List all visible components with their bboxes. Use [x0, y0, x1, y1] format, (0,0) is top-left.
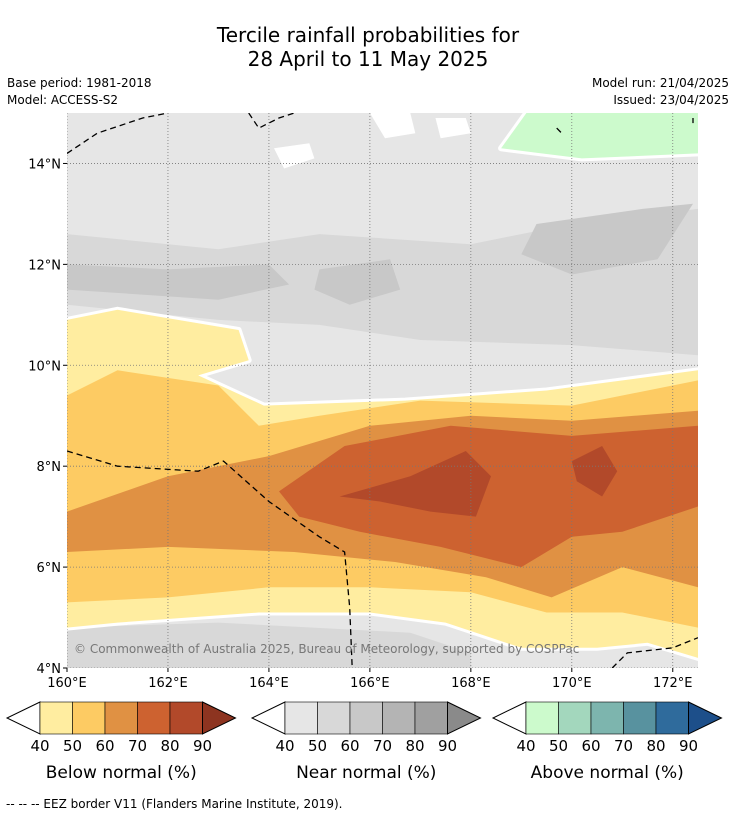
colorbar-1-swatch-0	[284, 701, 318, 735]
colorbar-1-tick-50: 50	[308, 737, 327, 755]
colorbar-0-label: Below normal (%)	[46, 763, 197, 783]
colorbar-1-tick-80: 80	[405, 737, 424, 755]
colorbar-0: 40 50 60 70 80 90 Below normal (%)	[5, 701, 237, 783]
no-dominant-patch-0	[274, 143, 315, 169]
colorbar-1-label: Near normal (%)	[296, 763, 436, 783]
colorbar-1-swatch-2	[349, 701, 383, 735]
colorbar-2-swatch-2	[590, 701, 624, 735]
colorbar-1-high-extend	[447, 701, 482, 735]
colorbar-0-swatch-4	[169, 701, 203, 735]
colorbar-1-tick-40: 40	[275, 737, 294, 755]
y-tick-label-12: 12°N	[28, 258, 61, 273]
region-below-80-12	[571, 446, 618, 497]
colorbar-2-tick-80: 80	[646, 737, 665, 755]
colorbar-0-swatch-2	[104, 701, 138, 735]
model-label: Model: ACCESS-S2	[7, 93, 119, 107]
colorbar-0-tick-60: 60	[95, 737, 114, 755]
eez-border-0	[67, 113, 169, 154]
copyright-notice: © Commonwealth of Australia 2025, Bureau…	[74, 642, 579, 656]
colorbar-0-tick-80: 80	[160, 737, 179, 755]
x-tick-label-164: 164°E	[249, 676, 289, 691]
y-tick-label-4: 4°N	[37, 662, 62, 677]
region-near-60-2	[67, 264, 290, 300]
eez-border-4	[556, 127, 563, 134]
x-tick-label-160: 160°E	[47, 676, 87, 691]
colorbar-2-swatch-1	[558, 701, 592, 735]
x-tick-label-172: 172°E	[653, 676, 693, 691]
eez-border-2	[67, 450, 353, 668]
no-dominant-patch-1	[369, 113, 416, 139]
colorbar-0-tick-40: 40	[30, 737, 49, 755]
colorbar-2-tick-60: 60	[581, 737, 600, 755]
x-tick-label-170: 170°E	[552, 676, 592, 691]
colorbar-2-high-extend	[688, 701, 723, 735]
colorbar-2-tick-90: 90	[679, 737, 698, 755]
x-tick-label-166: 166°E	[350, 676, 390, 691]
colorbar-0-swatch-1	[72, 701, 106, 735]
eez-footnote: -- -- -- EEZ border V11 (Flanders Marine…	[6, 797, 343, 811]
colorbar-2-swatch-0	[525, 701, 559, 735]
colorbar-2-tick-40: 40	[516, 737, 535, 755]
colorbar-2-swatch-4	[655, 701, 689, 735]
colorbar-0-low-extend	[5, 701, 41, 735]
issued-label: Issued: 23/04/2025	[613, 93, 729, 107]
colorbar-2-swatch-3	[623, 701, 657, 735]
region-near-60-3	[314, 259, 401, 305]
colorbar-0-swatch-3	[137, 701, 171, 735]
colorbar-1-tick-70: 70	[373, 737, 392, 755]
chart-title-line1: Tercile rainfall probabilities for	[216, 23, 520, 47]
chart-title-line2: 28 April to 11 May 2025	[247, 47, 489, 71]
y-tick-label-10: 10°N	[28, 359, 61, 374]
colorbar-2: 40 50 60 70 80 90 Above normal (%)	[491, 701, 723, 783]
colorbar-1-swatch-4	[414, 701, 448, 735]
colorbar-2-tick-50: 50	[549, 737, 568, 755]
no-dominant-patch-2	[435, 118, 471, 139]
region-below-80-11	[339, 451, 491, 517]
colorbar-0-tick-90: 90	[193, 737, 212, 755]
y-tick-label-14: 14°N	[28, 157, 61, 172]
colorbar-0-tick-50: 50	[63, 737, 82, 755]
colorbar-0-tick-70: 70	[128, 737, 147, 755]
x-tick-label-162: 162°E	[148, 676, 188, 691]
colorbar-1-swatch-3	[382, 701, 416, 735]
region-near-60-4	[521, 203, 693, 275]
eez-border-3	[611, 637, 698, 668]
colorbar-2-tick-70: 70	[614, 737, 633, 755]
colorbar-1-tick-90: 90	[438, 737, 457, 755]
colorbar-0-high-extend	[202, 701, 237, 735]
x-tick-label-168: 168°E	[451, 676, 491, 691]
colorbar-2-label: Above normal (%)	[531, 763, 684, 783]
base-period-label: Base period: 1981-2018	[7, 76, 152, 90]
colorbar-0-swatch-0	[39, 701, 73, 735]
y-tick-label-8: 8°N	[37, 460, 62, 475]
y-tick-label-6: 6°N	[37, 561, 62, 576]
colorbar-1-low-extend	[250, 701, 286, 735]
colorbar-1-swatch-1	[317, 701, 351, 735]
model-run-label: Model run: 21/04/2025	[591, 76, 729, 90]
region-above-40-6	[498, 113, 698, 162]
colorbar-1-tick-60: 60	[340, 737, 359, 755]
colorbar-2-low-extend	[491, 701, 527, 735]
